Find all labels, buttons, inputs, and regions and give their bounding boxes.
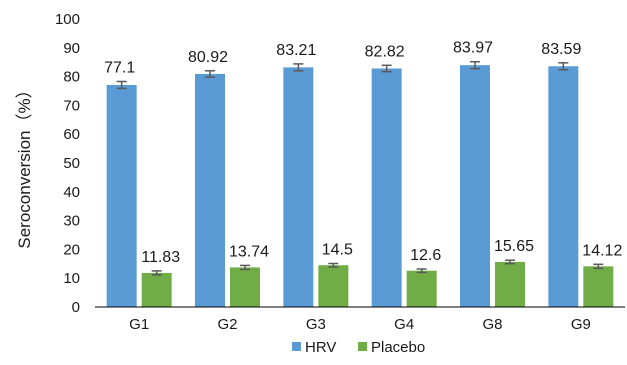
data-labels: 77.1 11.83 80.92 13.74 83.21 14.5 82.82 12.6 83.… (104, 40, 622, 266)
data-label: 82.82 (365, 43, 405, 60)
bar-placebo-g2 (230, 267, 260, 307)
y-tick-label: 80 (63, 69, 80, 86)
legend: HRV Placebo (292, 339, 425, 356)
y-tick-label: 20 (63, 241, 80, 258)
y-tick-label: 10 (63, 270, 80, 287)
legend-swatch-hrv (292, 342, 301, 351)
x-tick-label: G8 (482, 316, 502, 333)
y-axis-label-group: Seroconversion（%） (15, 81, 34, 248)
y-tick-label: 100 (55, 11, 80, 28)
y-tick-label: 40 (63, 184, 80, 201)
data-label: 14.5 (322, 242, 353, 259)
bar-hrv-g3 (283, 67, 314, 308)
y-tick-label: 90 (63, 40, 80, 57)
legend-label-placebo: Placebo (371, 339, 425, 356)
bar-placebo-g4 (406, 270, 437, 307)
legend-label-hrv: HRV (305, 339, 336, 356)
bar-hrv-g4 (371, 68, 402, 308)
x-tick-label: G9 (571, 316, 591, 333)
data-label: 13.74 (229, 243, 269, 260)
y-tick-label: 70 (63, 97, 80, 114)
data-label: 83.21 (276, 42, 316, 59)
legend-swatch-placebo (358, 342, 367, 351)
data-label: 83.97 (453, 40, 493, 57)
y-tick-label: 0 (72, 299, 80, 316)
bar-hrv-g2 (195, 73, 225, 307)
error-bars (116, 60, 604, 276)
data-label: 77.1 (104, 59, 135, 76)
bar-hrv-g1 (106, 84, 137, 308)
data-label: 12.6 (410, 247, 441, 264)
y-tick-label: 30 (63, 213, 80, 230)
data-label: 14.12 (582, 242, 622, 259)
x-tick-label: G3 (306, 316, 326, 333)
data-label: 11.83 (141, 249, 180, 266)
bar-placebo-g9 (583, 266, 614, 307)
y-tick-label: 60 (63, 126, 80, 143)
bar-placebo-g8 (495, 261, 525, 307)
x-tick-label: G1 (129, 316, 149, 333)
bars (106, 65, 614, 308)
data-label: 15.65 (494, 238, 534, 255)
x-tick-label: G2 (217, 316, 237, 333)
x-tick-label: G4 (394, 316, 414, 333)
bar-placebo-g3 (318, 265, 349, 307)
bar-hrv-g9 (548, 66, 579, 307)
y-tick-label: 50 (63, 155, 80, 172)
x-axis-ticks: G1 G2 G3 G4 G8 G9 (129, 316, 591, 333)
y-axis-ticks: 0 10 20 30 40 50 60 70 80 90 100 (55, 11, 80, 316)
bar-placebo-g1 (141, 272, 172, 307)
y-axis-label: Seroconversion（%） (15, 81, 34, 248)
data-label: 80.92 (188, 49, 228, 66)
bar-hrv-g8 (460, 65, 490, 307)
data-label: 83.59 (541, 41, 581, 58)
